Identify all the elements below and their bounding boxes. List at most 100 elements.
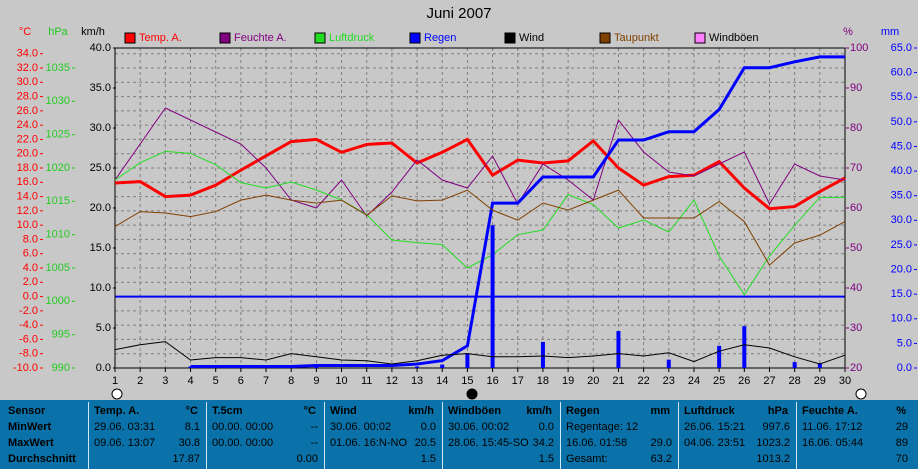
y-tick-label: 0.0: [23, 290, 38, 302]
stats-table: Sensor MinWert MaxWert Durchschnitt Temp. A.…: [0, 400, 918, 469]
axis-unit: °C: [19, 26, 31, 38]
column-name: Feuchte A.: [802, 405, 858, 417]
column-box: [442, 402, 559, 469]
y-tick-label: 40.0: [891, 165, 912, 177]
y-tick-label: 990: [52, 362, 70, 374]
legend-label: Windböen: [709, 32, 759, 44]
y-tick-label: 1020: [46, 162, 70, 174]
column-box: [678, 402, 795, 469]
y-tick-label: 20.0: [90, 202, 111, 214]
cell-right: 1023.2: [756, 437, 790, 449]
y-tick-label: 10.0: [90, 282, 111, 294]
axis-unit: hPa: [48, 26, 68, 38]
cell-left: Regentage: 12: [566, 421, 639, 433]
y-tick-label: 40: [850, 282, 862, 294]
row-label: MinWert: [8, 421, 52, 433]
column-unit: km/h: [408, 405, 434, 417]
y-tick-label: 995: [52, 329, 70, 341]
cell-left: 00.00. 00:00: [212, 421, 274, 433]
cell-right: 63.2: [650, 453, 672, 465]
y-tick-label: 35.0: [90, 82, 111, 94]
x-tick-label: 14: [436, 375, 448, 387]
cell-right: 29.0: [650, 437, 672, 449]
rain-bar: [792, 362, 797, 368]
column-unit: hPa: [767, 405, 788, 417]
y-tick-label: 10.0: [891, 313, 912, 325]
cell-right: 29: [895, 421, 908, 433]
column-name: Luftdruck: [684, 405, 735, 417]
column-name: Wind: [330, 405, 357, 417]
column-name: Regen: [566, 405, 600, 417]
row-label: Durchschnitt: [8, 453, 76, 465]
cell-right: 30.8: [178, 437, 200, 449]
column-name: Temp. A.: [94, 405, 140, 417]
x-tick-label: 5: [213, 375, 219, 387]
y-tick-label: 1000: [46, 295, 70, 307]
column-box: [206, 402, 323, 469]
y-tick-label: 5.0: [96, 322, 111, 334]
rain-bar: [440, 364, 445, 368]
y-tick-label: 30.0: [90, 122, 111, 134]
legend-label: Feuchte A.: [234, 32, 287, 44]
legend-label: Luftdruck: [329, 32, 375, 44]
cell-left: Gesamt:: [566, 453, 608, 465]
rain-bar: [717, 345, 722, 368]
y-tick-label: 10.0: [17, 219, 38, 231]
cell-right: 89: [895, 437, 908, 449]
x-tick-label: 13: [411, 375, 423, 387]
y-tick-label: 60.0: [891, 67, 912, 79]
rain-bar: [666, 359, 671, 368]
y-tick-label: 30.0: [891, 214, 912, 226]
y-tick-label: 50.0: [891, 116, 912, 128]
y-tick-label: 1015: [46, 195, 70, 207]
y-tick-label: 50: [850, 242, 862, 254]
y-tick-label: 100: [850, 42, 868, 54]
legend-swatch: [219, 32, 231, 44]
y-tick-label: 1030: [46, 95, 70, 107]
y-tick-label: 1010: [46, 229, 70, 241]
y-tick-label: 65.0: [891, 42, 912, 54]
chart-title: Juni 2007: [426, 5, 491, 22]
series-line: [114, 150, 845, 296]
column-name: T.5cm: [212, 405, 243, 417]
column-unit: %: [896, 405, 906, 417]
cell-right: 1.5: [538, 453, 554, 465]
chart: Juni 2007 1 2 3 4 5 6 7 8 9 10 11 12 13 14 15 16 17 18 19 2…: [13, 5, 917, 400]
column-unit: mm: [650, 405, 670, 417]
y-tick-label: 14.0: [17, 190, 38, 202]
y-tick-label: 90: [850, 82, 862, 94]
column-box: [88, 402, 205, 469]
legend-swatch: [504, 32, 516, 44]
rain-bar: [742, 326, 747, 368]
cell-right: 70: [895, 453, 908, 465]
cell-left: 11.06. 17:12: [802, 421, 863, 433]
cell-left: 29.06. 03:31: [94, 421, 156, 433]
x-tick-label: 7: [263, 375, 269, 387]
y-tick-label: 60: [850, 202, 862, 214]
rain-bar: [465, 353, 470, 368]
cell-left: 30.06. 00:02: [330, 421, 392, 433]
cell-left: 30.06. 00:02: [448, 421, 510, 433]
x-tick-label: 3: [162, 375, 168, 387]
cell-left: 26.06. 15:21: [684, 421, 746, 433]
cell-right: 1.5: [420, 453, 436, 465]
cell-right: 20.5: [414, 437, 436, 449]
x-tick-label: 9: [313, 375, 319, 387]
nav-end[interactable]: [855, 388, 867, 400]
rain-bar: [817, 363, 822, 368]
column-unit: °C: [185, 405, 198, 417]
nav-mid[interactable]: [466, 388, 478, 400]
axis-unit: km/h: [81, 26, 105, 38]
column-box: [560, 402, 677, 469]
x-tick-label: 23: [663, 375, 675, 387]
legend-swatch: [124, 32, 136, 44]
column-box: [324, 402, 441, 469]
x-tick-label: 28: [789, 375, 801, 387]
x-tick-label: 16: [486, 375, 498, 387]
y-tick-label: 30: [850, 322, 862, 334]
y-tick-label: 8.0: [23, 233, 38, 245]
y-tick-label: 32.0: [17, 62, 38, 74]
y-tick-label: -2.0: [19, 305, 38, 317]
series-line: [190, 55, 845, 369]
nav-start[interactable]: [111, 388, 123, 400]
